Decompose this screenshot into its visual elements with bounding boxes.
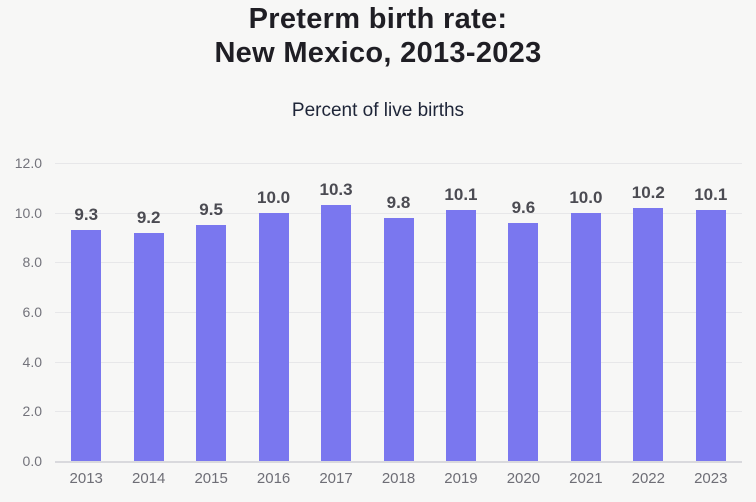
- bar-value-label-2016: 10.0: [257, 187, 291, 207]
- bar-chart-plot-area: [55, 163, 742, 463]
- bar-value-label-2021: 10.0: [569, 187, 603, 207]
- bar-value-label-2022: 10.2: [631, 182, 665, 202]
- x-axis-tick-2020: 2020: [506, 470, 541, 487]
- y-axis-tick-12.0: 12.0: [14, 155, 42, 171]
- y-axis-tick-10.0: 10.0: [14, 204, 42, 221]
- x-axis-tick-2015: 2015: [194, 470, 228, 487]
- y-axis-tick-0.0: 0.0: [22, 453, 42, 469]
- bar-value-label-2015: 9.5: [199, 200, 223, 220]
- x-axis-tick-2018: 2018: [381, 470, 416, 487]
- chart-title: Preterm birth rate: New Mexico, 2013-202…: [0, 0, 756, 70]
- x-axis-tick-2023: 2023: [694, 470, 728, 487]
- x-axis-tick-2019: 2019: [444, 470, 478, 487]
- bar-value-label-2019: 10.1: [444, 185, 478, 205]
- bar-value-label-2023: 10.1: [694, 185, 728, 205]
- bar-value-label-2020: 9.6: [511, 197, 536, 217]
- chart-title-line1: Preterm birth rate:: [248, 3, 508, 35]
- bar-2016[interactable]: [258, 212, 289, 461]
- bar-2020[interactable]: [508, 222, 539, 461]
- y-axis-tick-6.0: 6.0: [22, 304, 42, 320]
- bar-2021[interactable]: [570, 212, 601, 461]
- x-axis-tick-2016: 2016: [256, 470, 291, 487]
- y-axis-tick-2.0: 2.0: [22, 403, 42, 420]
- bar-2015[interactable]: [196, 225, 227, 461]
- x-axis-tick-2013: 2013: [69, 470, 103, 487]
- bar-2022[interactable]: [633, 207, 664, 461]
- bar-value-label-2013: 9.3: [74, 205, 99, 225]
- chart-subtitle: Percent of live births: [291, 100, 465, 121]
- bar-2013[interactable]: [71, 230, 102, 461]
- gridline-y-10.0: [55, 212, 742, 214]
- bar-value-label-2017: 10.3: [319, 180, 353, 200]
- bar-2019[interactable]: [445, 210, 476, 461]
- gridline-y-0.0: [55, 461, 742, 463]
- chart-title-line2: New Mexico, 2013-2023: [214, 37, 542, 69]
- bar-value-label-2018: 9.8: [386, 192, 411, 212]
- bar-value-label-2014: 9.2: [136, 207, 161, 227]
- bar-2018[interactable]: [383, 217, 414, 461]
- x-axis-tick-2014: 2014: [131, 470, 166, 487]
- bar-2017[interactable]: [321, 205, 352, 461]
- x-axis-tick-2017: 2017: [319, 470, 353, 487]
- y-axis-tick-8.0: 8.0: [22, 254, 42, 271]
- bar-2014[interactable]: [133, 232, 164, 461]
- bar-2023[interactable]: [695, 210, 726, 461]
- x-axis-tick-2022: 2022: [631, 470, 665, 487]
- x-axis-tick-2021: 2021: [569, 470, 603, 487]
- gridline-y-12.0: [55, 163, 742, 164]
- y-axis-tick-4.0: 4.0: [22, 353, 42, 370]
